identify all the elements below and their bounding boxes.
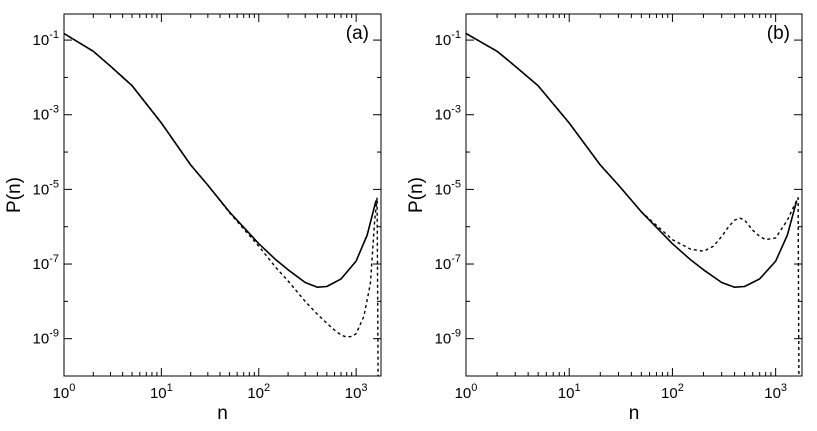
y-axis-label: P(n) — [4, 177, 25, 213]
y-tick-label: 10-9 — [435, 328, 461, 348]
y-tick-label: 10-1 — [33, 29, 59, 49]
panel-label-b: (b) — [767, 23, 790, 44]
y-axis-label: P(n) — [406, 177, 427, 213]
y-tick-label: 10-3 — [435, 104, 461, 124]
y-tick-label: 10-5 — [33, 178, 59, 198]
x-tick-label: 100 — [53, 382, 76, 402]
x-tick-label: 102 — [661, 382, 684, 402]
solid-series-line — [466, 32, 798, 289]
x-tick-label: 103 — [764, 382, 787, 402]
plot-frame — [465, 13, 803, 377]
x-axis-label: n — [629, 403, 640, 424]
panel-b: 100 101 102 103 10-9 10-7 10-5 10-3 10-1 n P(n) (b) — [406, 13, 803, 424]
dashed-series-line — [64, 32, 379, 376]
y-tick-label: 10-7 — [435, 253, 461, 273]
panel-label-a: (a) — [346, 23, 369, 44]
panel-a: 100 101 102 103 10-9 10-7 10-5 10-3 10-1 n P(n) (a) — [4, 13, 382, 424]
x-tick-label: 101 — [558, 382, 581, 402]
y-tick-label: 10-1 — [435, 29, 461, 49]
y-tick-label: 10-7 — [33, 253, 59, 273]
x-tick-label: 102 — [247, 382, 270, 402]
y-tick-label: 10-9 — [33, 328, 59, 348]
dashed-series-line — [466, 32, 800, 376]
plot-frame — [63, 13, 382, 377]
solid-series-line — [64, 32, 377, 289]
x-tick-label: 101 — [150, 382, 173, 402]
y-tick-label: 10-5 — [435, 178, 461, 198]
y-tick-label: 10-3 — [33, 104, 59, 124]
x-tick-label: 100 — [455, 382, 478, 402]
x-axis-label: n — [217, 403, 228, 424]
x-tick-label: 103 — [345, 382, 368, 402]
